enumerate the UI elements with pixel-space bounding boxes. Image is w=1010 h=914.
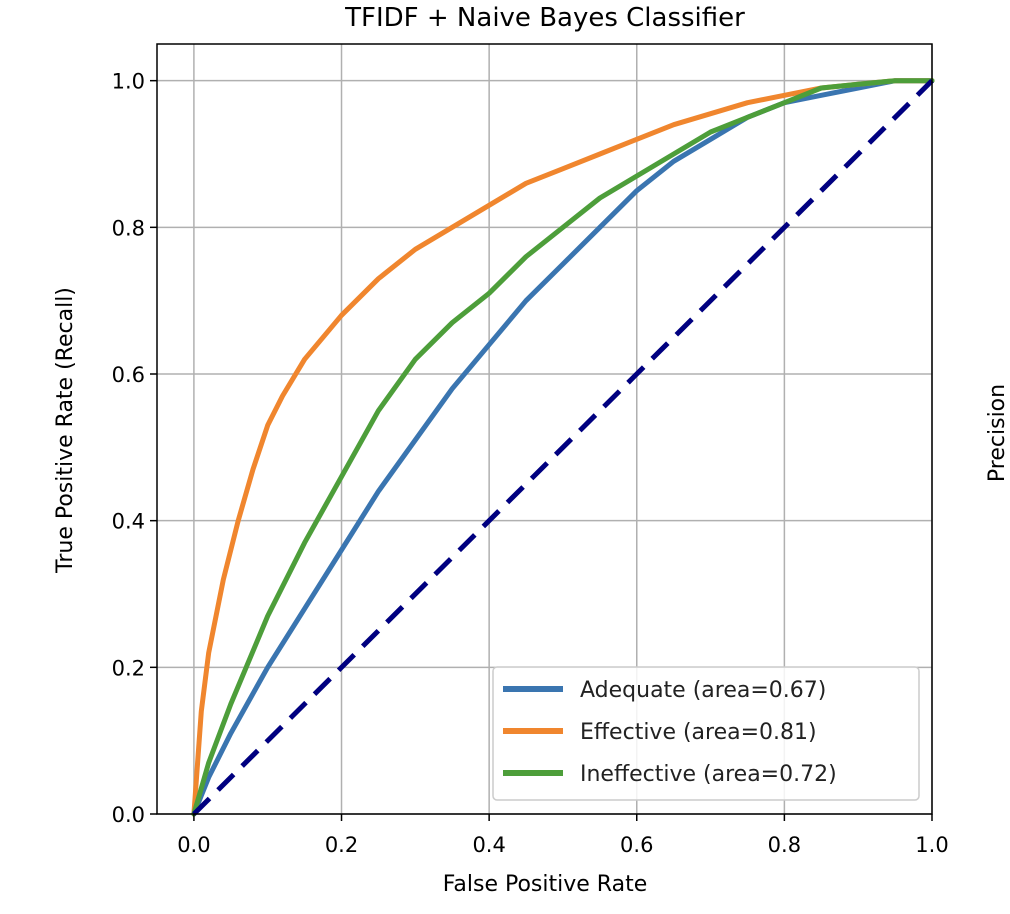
y-tick-label: 1.0	[112, 70, 145, 94]
y-tick-labels: 0.0 0.2 0.4 0.6 0.8 1.0	[112, 70, 145, 827]
y-axis-title: True Positive Rate (Recall)	[53, 287, 78, 574]
plot-frame	[156, 43, 933, 815]
legend-label-effective: Effective (area=0.81)	[580, 720, 817, 745]
legend: Adequate (area=0.67) Effective (area=0.8…	[492, 666, 920, 801]
y-tick-label: 0.8	[112, 216, 145, 240]
series-line-adequate	[191, 78, 935, 817]
series-line-ineffective	[191, 78, 935, 817]
x-tick-label: 0.4	[472, 833, 505, 857]
axis-ticks	[150, 79, 933, 821]
y-tick-label: 0.0	[112, 803, 145, 827]
y-tick-label: 0.6	[112, 363, 145, 387]
series-line-effective	[191, 78, 935, 817]
x-tick-label: 0.0	[177, 833, 210, 857]
secondary-y-axis-title: Precision	[985, 384, 1010, 482]
legend-label-ineffective: Ineffective (area=0.72)	[580, 762, 837, 787]
x-tick-label: 0.2	[325, 833, 358, 857]
legend-label-adequate: Adequate (area=0.67)	[580, 678, 826, 703]
x-tick-labels: 0.0 0.2 0.4 0.6 0.8 1.0	[177, 833, 949, 857]
legend-box	[492, 666, 920, 801]
y-tick-label: 0.4	[112, 510, 145, 534]
x-tick-label: 0.6	[620, 833, 653, 857]
plot-area	[191, 78, 935, 817]
x-tick-label: 0.8	[768, 833, 801, 857]
chart-title: TFIDF + Naive Bayes Classifier	[344, 3, 745, 33]
y-tick-label: 0.2	[112, 656, 145, 680]
x-axis-title: False Positive Rate	[443, 872, 647, 897]
reference-diagonal-line	[192, 78, 934, 816]
x-tick-label: 1.0	[915, 833, 948, 857]
